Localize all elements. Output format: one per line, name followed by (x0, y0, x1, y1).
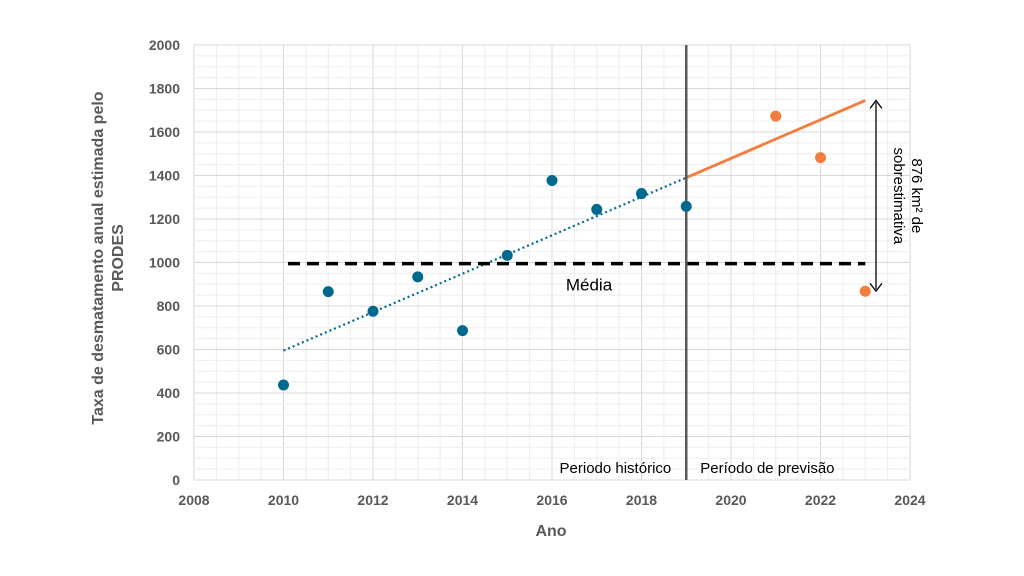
y-tick-label: 800 (157, 298, 181, 314)
trend-line-historical (283, 176, 687, 352)
y-tick-label: 0 (172, 472, 180, 488)
data-point-historical (591, 203, 603, 215)
mean-label: Média (566, 276, 613, 295)
x-axis-title: Ano (535, 523, 566, 540)
y-tick-label: 1800 (149, 81, 180, 97)
data-point-historical (501, 249, 513, 261)
overestimate-arrowhead-bottom (869, 282, 883, 293)
marks (278, 45, 871, 480)
data-point-forecast (815, 152, 826, 164)
y-tick-label: 600 (157, 342, 181, 358)
x-tick-label: 2018 (626, 492, 657, 508)
data-point-historical (680, 200, 692, 212)
data-point-historical (278, 379, 289, 391)
overestimate-label-line-1: 876 km² de (908, 158, 925, 233)
data-point-forecast (859, 285, 871, 297)
y-tick-label: 1600 (149, 124, 180, 140)
x-tick-label: 2016 (536, 492, 567, 508)
x-tick-label: 2024 (894, 492, 925, 508)
overestimate-arrowhead-top (869, 99, 883, 109)
x-tick-label: 2022 (805, 492, 836, 508)
y-tick-label: 200 (157, 429, 181, 445)
data-point-historical (367, 305, 379, 317)
y-tick-label: 1200 (149, 211, 180, 227)
data-point-historical (457, 325, 468, 337)
period-label-forecast: Período de previsão (700, 460, 834, 477)
x-tick-label: 2010 (268, 492, 299, 508)
y-axis-title-line-2: PRODES (110, 224, 127, 292)
data-point-historical (412, 271, 424, 283)
data-point-historical (636, 188, 647, 200)
y-tick-label: 1000 (149, 255, 180, 271)
x-tick-label: 2020 (715, 492, 746, 508)
y-tick-label: 2000 (149, 37, 180, 53)
axes: 2008 2010 2012 2014 2016 2018 2020 2022 2024 0 200… (149, 37, 926, 508)
data-point-historical (546, 175, 558, 187)
data-point-forecast (770, 110, 782, 122)
x-tick-label: 2012 (357, 492, 388, 508)
annotations: Média Periodo histórico Período de previsã… (560, 99, 925, 477)
x-tick-label: 2014 (447, 492, 478, 508)
x-tick-label: 2008 (178, 492, 209, 508)
period-label-historical: Periodo histórico (560, 460, 672, 477)
y-tick-label: 1400 (149, 168, 180, 184)
trend-line-forecast (685, 99, 866, 179)
y-axis-title-line-1: Taxa de desmatamento anual estimada pelo (90, 91, 107, 424)
data-point-historical (322, 286, 334, 298)
y-tick-label: 400 (157, 385, 181, 401)
overestimate-label-line-2: sobrestimativa (890, 147, 907, 244)
